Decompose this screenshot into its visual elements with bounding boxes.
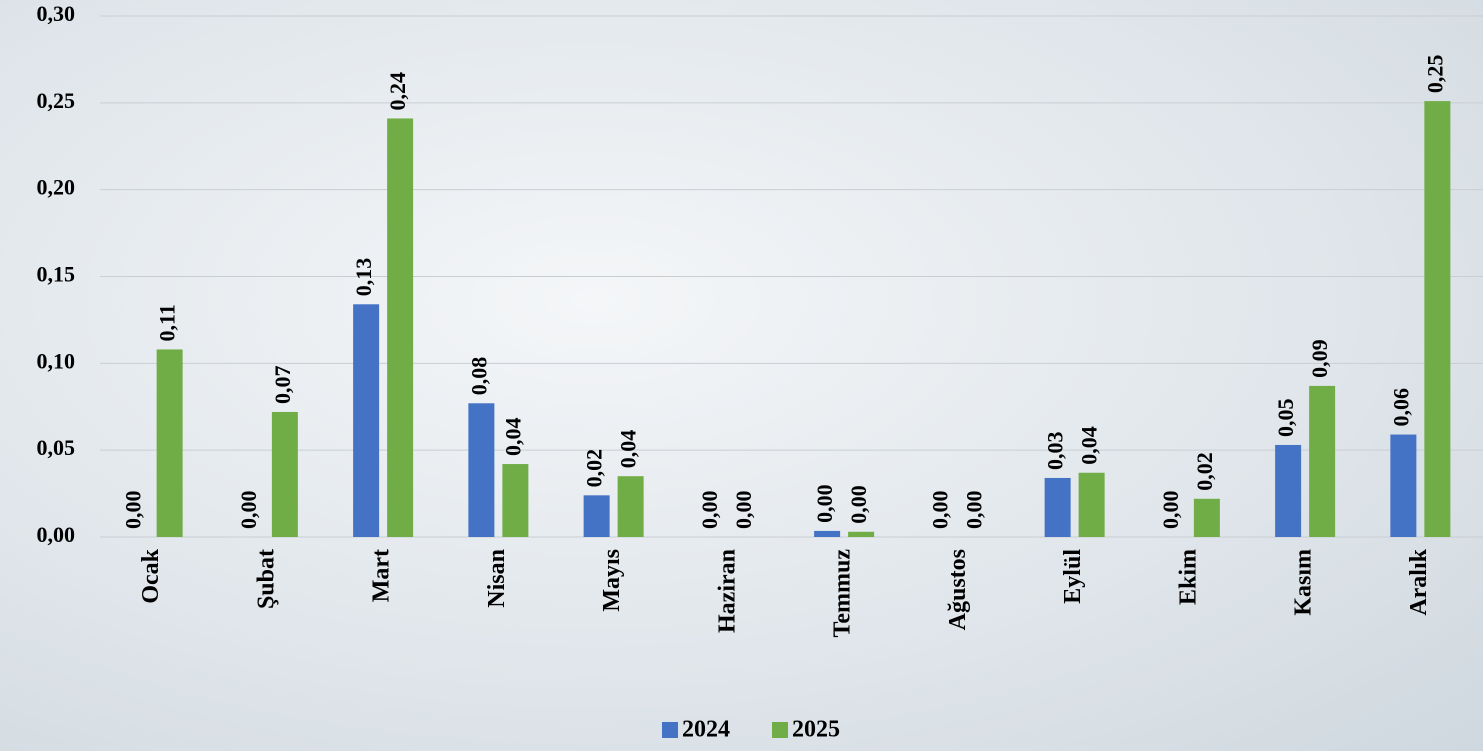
legend-label: 2025 xyxy=(792,717,840,743)
value-label: 0,00 xyxy=(927,491,952,530)
value-label: 0,25 xyxy=(1422,55,1447,94)
x-tick-label: Aralık xyxy=(1406,548,1432,615)
x-tick-label: Temmuz xyxy=(830,549,856,638)
value-label: 0,03 xyxy=(1043,431,1068,470)
value-label: 0,09 xyxy=(1307,339,1332,378)
y-tick-label: 0,00 xyxy=(37,522,76,547)
bar xyxy=(848,531,875,537)
legend-swatch xyxy=(772,722,788,738)
value-label: 0,08 xyxy=(466,357,491,396)
value-label: 0,00 xyxy=(121,491,146,530)
legend-swatch xyxy=(662,722,678,738)
value-label: 0,02 xyxy=(1192,452,1217,491)
value-label: 0,07 xyxy=(270,365,295,404)
value-label: 0,24 xyxy=(385,72,410,111)
y-tick-label: 0,30 xyxy=(37,1,76,26)
x-tick-label: Mart xyxy=(369,549,395,602)
value-label: 0,00 xyxy=(961,491,986,530)
bar xyxy=(814,530,841,537)
bar xyxy=(387,118,414,538)
legend-label: 2024 xyxy=(682,717,730,743)
value-label: 0,00 xyxy=(812,484,837,523)
y-tick-label: 0,15 xyxy=(37,262,76,287)
value-label: 0,00 xyxy=(1158,491,1183,530)
bar xyxy=(617,476,644,537)
y-tick-label: 0,10 xyxy=(37,348,76,373)
value-label: 0,13 xyxy=(351,258,376,297)
x-tick-label: Ocak xyxy=(138,548,164,603)
value-label: 0,00 xyxy=(731,491,756,530)
value-label: 0,00 xyxy=(236,491,261,530)
value-label: 0,00 xyxy=(846,485,871,524)
y-tick-label: 0,20 xyxy=(37,175,76,200)
bar xyxy=(1309,385,1336,537)
bar xyxy=(271,411,298,537)
y-tick-label: 0,25 xyxy=(37,88,76,113)
x-tick-label: Ağustos xyxy=(945,549,971,630)
value-label: 0,04 xyxy=(616,430,641,469)
x-tick-label: Mayıs xyxy=(599,549,625,612)
value-label: 0,05 xyxy=(1273,398,1298,437)
bar xyxy=(502,464,529,537)
value-label: 0,04 xyxy=(500,418,525,457)
bar xyxy=(1193,498,1220,537)
x-tick-label: Nisan xyxy=(484,549,510,608)
value-label: 0,11 xyxy=(155,304,180,341)
bar xyxy=(1275,444,1302,537)
bar xyxy=(1078,472,1105,537)
bar xyxy=(353,304,380,537)
value-label: 0,00 xyxy=(697,491,722,530)
value-label: 0,06 xyxy=(1388,388,1413,427)
bar xyxy=(1424,101,1451,537)
bar xyxy=(1390,434,1417,537)
y-tick-label: 0,05 xyxy=(37,435,76,460)
value-label: 0,02 xyxy=(582,449,607,488)
bar xyxy=(156,349,183,537)
x-tick-label: Şubat xyxy=(253,549,279,609)
bar xyxy=(583,495,610,537)
x-tick-label: Eylül xyxy=(1060,549,1086,604)
x-tick-label: Kasım xyxy=(1291,549,1317,616)
x-tick-label: Ekim xyxy=(1175,549,1201,605)
bar xyxy=(1044,477,1071,537)
value-label: 0,04 xyxy=(1077,426,1102,465)
x-tick-label: Haziran xyxy=(714,549,740,633)
bar xyxy=(468,403,495,537)
